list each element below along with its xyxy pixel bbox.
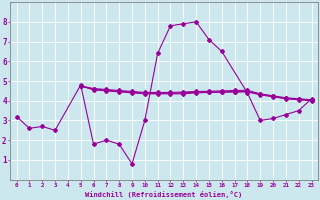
X-axis label: Windchill (Refroidissement éolien,°C): Windchill (Refroidissement éolien,°C) — [85, 191, 243, 198]
